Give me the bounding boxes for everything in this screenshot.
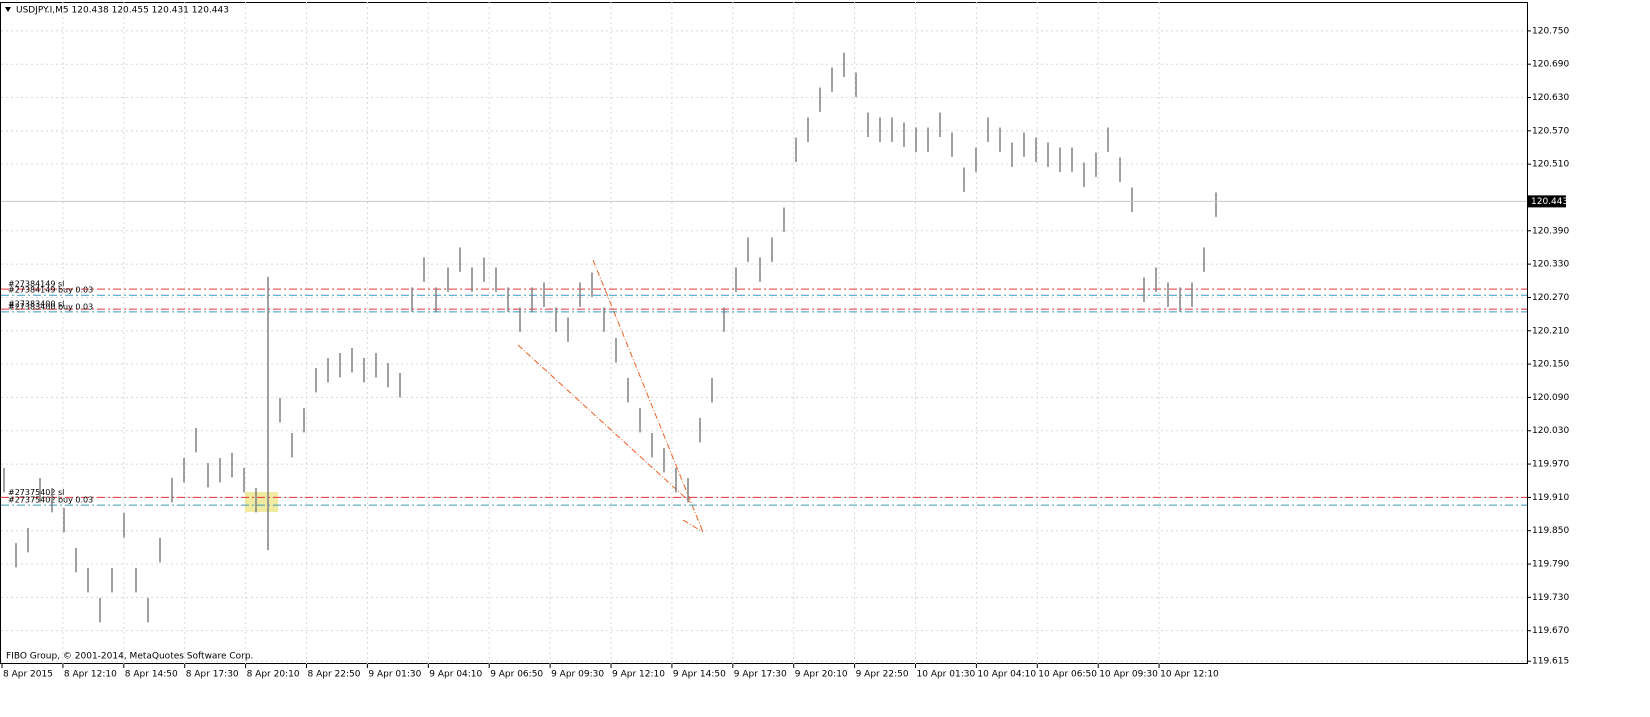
y-tick-label: 120.090 — [1532, 393, 1569, 403]
x-tick-label: 9 Apr 06:50 — [490, 670, 543, 680]
y-tick-label: 120.510 — [1532, 160, 1569, 170]
highlight-box — [245, 492, 278, 512]
y-tick-label: 120.750 — [1532, 26, 1569, 36]
x-tick-label: 9 Apr 01:30 — [368, 670, 421, 680]
y-tick-label: 119.970 — [1532, 460, 1569, 470]
y-tick-label: 120.030 — [1532, 426, 1569, 436]
x-tick-label: 9 Apr 09:30 — [551, 670, 604, 680]
order-label: #27375402 buy 0.03 — [8, 496, 93, 505]
y-tick-label: 119.615 — [1532, 657, 1569, 667]
y-tick-label: 120.210 — [1532, 326, 1569, 336]
x-tick-label: 8 Apr 12:10 — [64, 670, 117, 680]
order-label: #27384149 buy 0.03 — [8, 286, 93, 295]
chart-title: USDJPY.I,M5 120.438 120.455 120.431 120.… — [16, 6, 229, 16]
y-tick-label: 120.270 — [1532, 293, 1569, 303]
y-tick-label: 120.150 — [1532, 360, 1569, 370]
y-tick-label: 120.630 — [1532, 93, 1569, 103]
trend-line — [682, 519, 704, 533]
x-tick-label: 8 Apr 2015 — [3, 670, 53, 680]
x-tick-label: 9 Apr 12:10 — [612, 670, 665, 680]
order-label: #27375402 sl — [8, 488, 64, 497]
x-tick-label: 10 Apr 04:10 — [977, 670, 1036, 680]
y-tick-label: 120.570 — [1532, 126, 1569, 136]
y-tick-label: 119.850 — [1532, 526, 1569, 536]
x-tick-label: 9 Apr 20:10 — [795, 670, 848, 680]
y-tick-label: 120.690 — [1532, 60, 1569, 70]
x-tick-label: 8 Apr 17:30 — [186, 670, 239, 680]
x-tick-label: 8 Apr 20:10 — [247, 670, 300, 680]
y-tick-label: 119.730 — [1532, 593, 1569, 603]
y-tick-label: 119.790 — [1532, 560, 1569, 570]
x-tick-label: 9 Apr 14:50 — [673, 670, 726, 680]
plot-frame — [0, 2, 1528, 664]
trend-line — [592, 259, 704, 533]
x-tick-label: 9 Apr 22:50 — [856, 670, 909, 680]
order-label: #27384149 sl — [8, 280, 64, 289]
y-tick-label: 120.390 — [1532, 226, 1569, 236]
y-tick-label: 119.910 — [1532, 493, 1569, 503]
x-tick-label: 9 Apr 04:10 — [429, 670, 482, 680]
order-label: #27383400 buy 0.03 — [8, 302, 93, 311]
y-tick-label: 119.670 — [1532, 626, 1569, 636]
price-tag-label: 120.443 — [1531, 197, 1568, 207]
y-tick-label: 120.330 — [1532, 260, 1569, 270]
x-tick-label: 10 Apr 12:10 — [1160, 670, 1219, 680]
x-tick-label: 9 Apr 17:30 — [734, 670, 787, 680]
menu-arrow[interactable] — [5, 7, 11, 12]
order-label: #27383400 sl — [8, 300, 64, 309]
price-tag — [1528, 195, 1566, 208]
x-tick-label: 8 Apr 22:50 — [308, 670, 361, 680]
trend-line — [517, 344, 691, 503]
x-tick-label: 10 Apr 09:30 — [1099, 670, 1158, 680]
x-tick-label: 8 Apr 14:50 — [125, 670, 178, 680]
copyright: FIBO Group, © 2001-2014, MetaQuotes Soft… — [6, 652, 253, 662]
x-tick-label: 10 Apr 01:30 — [917, 670, 976, 680]
x-tick-label: 10 Apr 06:50 — [1038, 670, 1097, 680]
